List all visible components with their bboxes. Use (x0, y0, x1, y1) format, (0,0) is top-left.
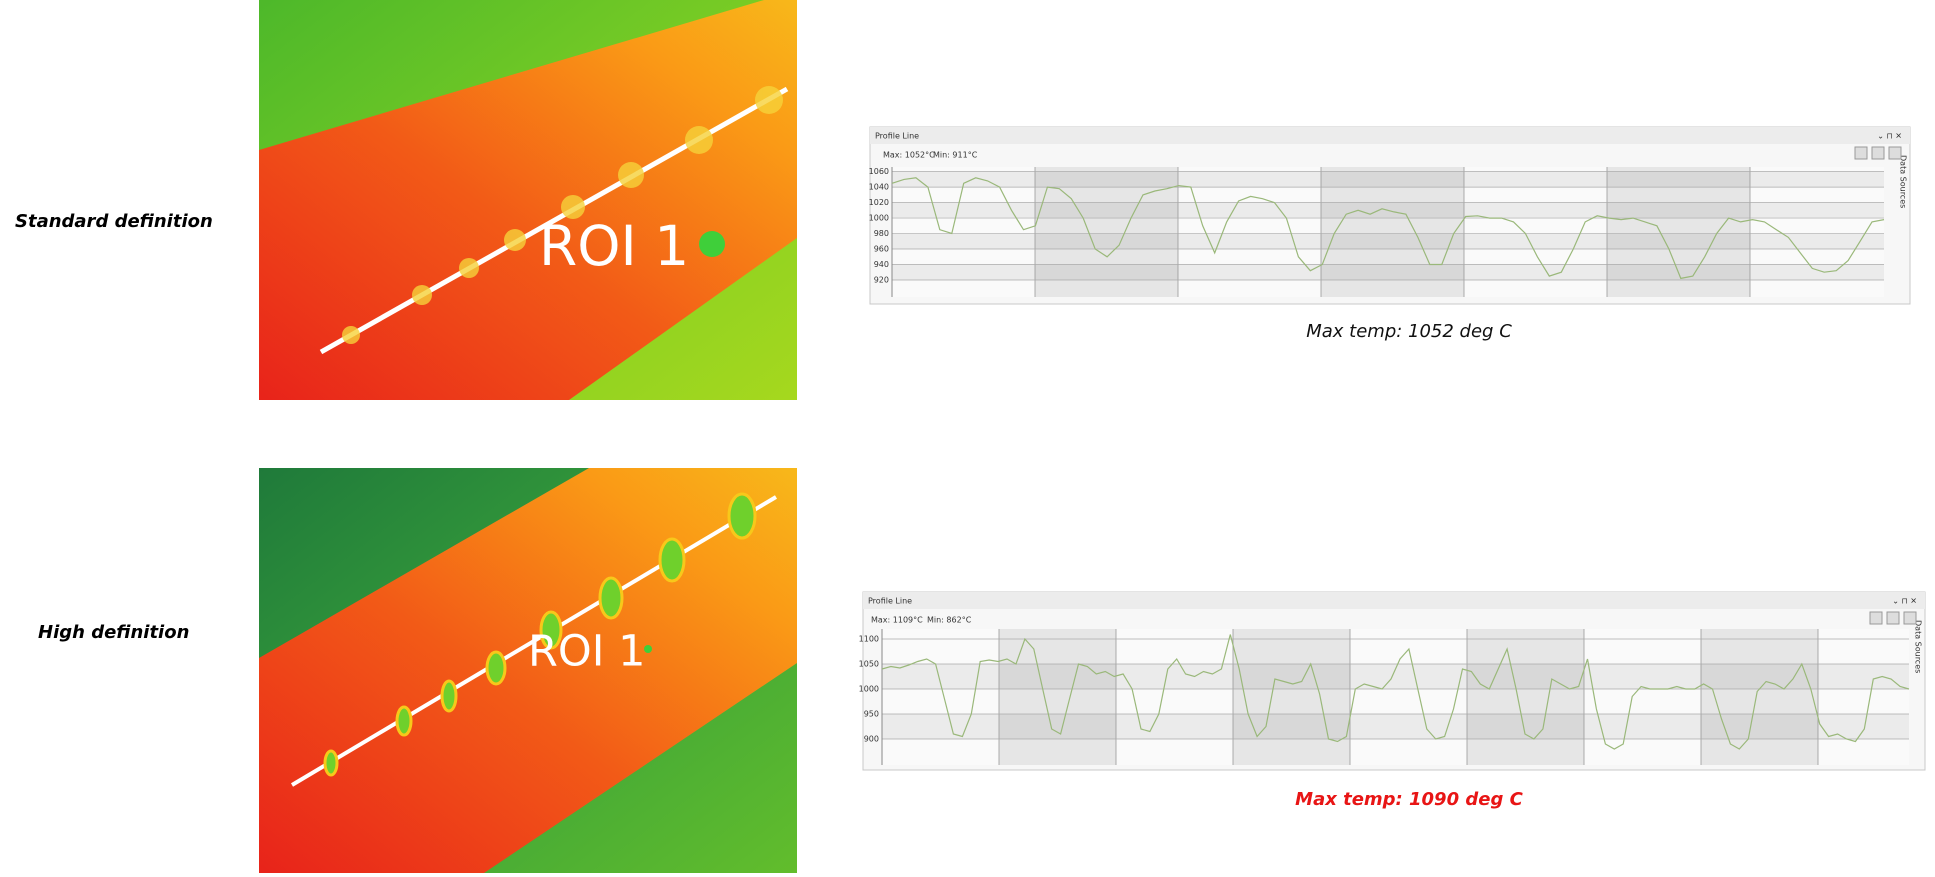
side-tab: Data Sources (1914, 620, 1923, 673)
window-controls: ⌄ ⊓ ✕ (1877, 132, 1902, 141)
y-tick-label: 900 (864, 735, 879, 744)
thermal-image: ROI 1 (259, 0, 797, 400)
panel-title: Profile Line (868, 597, 912, 606)
column-band (1467, 629, 1584, 765)
thermal-image: ROI 1 (259, 468, 797, 873)
profile-panel: Profile Line ⌄ ⊓ ✕ Max: 1109°C Min: 862°C Da… (859, 591, 1926, 771)
column-band (1607, 167, 1750, 297)
column-band (1701, 629, 1818, 765)
caption: Max temp: 1090 deg C (1295, 789, 1523, 810)
min-label: Min: 862°C (927, 616, 972, 625)
toolbar-button[interactable] (1869, 611, 1883, 625)
column-band (999, 629, 1116, 765)
y-tick-label: 920 (874, 275, 889, 284)
toolbar-button[interactable] (1903, 611, 1917, 625)
title-bar (870, 127, 1910, 144)
roi-label: ROI 1 (528, 627, 645, 677)
toolbar-button[interactable] (1888, 146, 1902, 160)
profile-line (891, 177, 1885, 280)
y-tick-label: 1050 (859, 660, 879, 669)
y-tick-label: 1000 (859, 685, 879, 694)
y-tick-label: 1040 (869, 183, 889, 192)
y-tick-label: 1020 (869, 198, 889, 207)
y-tick-label: 980 (874, 229, 889, 238)
toolbar-button[interactable] (1886, 611, 1900, 625)
y-tick-label: 940 (874, 260, 889, 269)
side-tab: Data Sources (1899, 155, 1908, 208)
max-label: Max: 1109°C (871, 616, 923, 625)
min-label: Min: 911°C (933, 151, 978, 160)
grid-stripe (882, 714, 1909, 739)
plot-area (882, 629, 1909, 765)
toolbar-button[interactable] (1871, 146, 1885, 160)
profile-line (881, 634, 1910, 750)
column-band (1233, 629, 1350, 765)
grid-stripe (892, 264, 1884, 280)
grid-stripe (892, 233, 1884, 250)
column-band (1321, 167, 1464, 297)
column-band (1035, 167, 1178, 297)
row-label: High definition (38, 622, 189, 643)
y-tick-label: 960 (874, 245, 889, 254)
caption: Max temp: 1052 deg C (1306, 321, 1512, 342)
toolbar-button[interactable] (1854, 146, 1868, 160)
y-tick-label: 1000 (869, 214, 889, 223)
max-label: Max: 1052°C (883, 151, 935, 160)
window-controls: ⌄ ⊓ ✕ (1892, 597, 1917, 606)
y-tick-label: 950 (864, 710, 879, 719)
row-label: Standard definition (15, 211, 213, 232)
y-tick-label: 1060 (869, 167, 889, 176)
grid-stripe (892, 171, 1884, 188)
y-tick-label: 1100 (859, 635, 879, 644)
panel-title: Profile Line (875, 132, 919, 141)
title-bar (863, 592, 1925, 609)
roi-label: ROI 1 (539, 214, 689, 278)
